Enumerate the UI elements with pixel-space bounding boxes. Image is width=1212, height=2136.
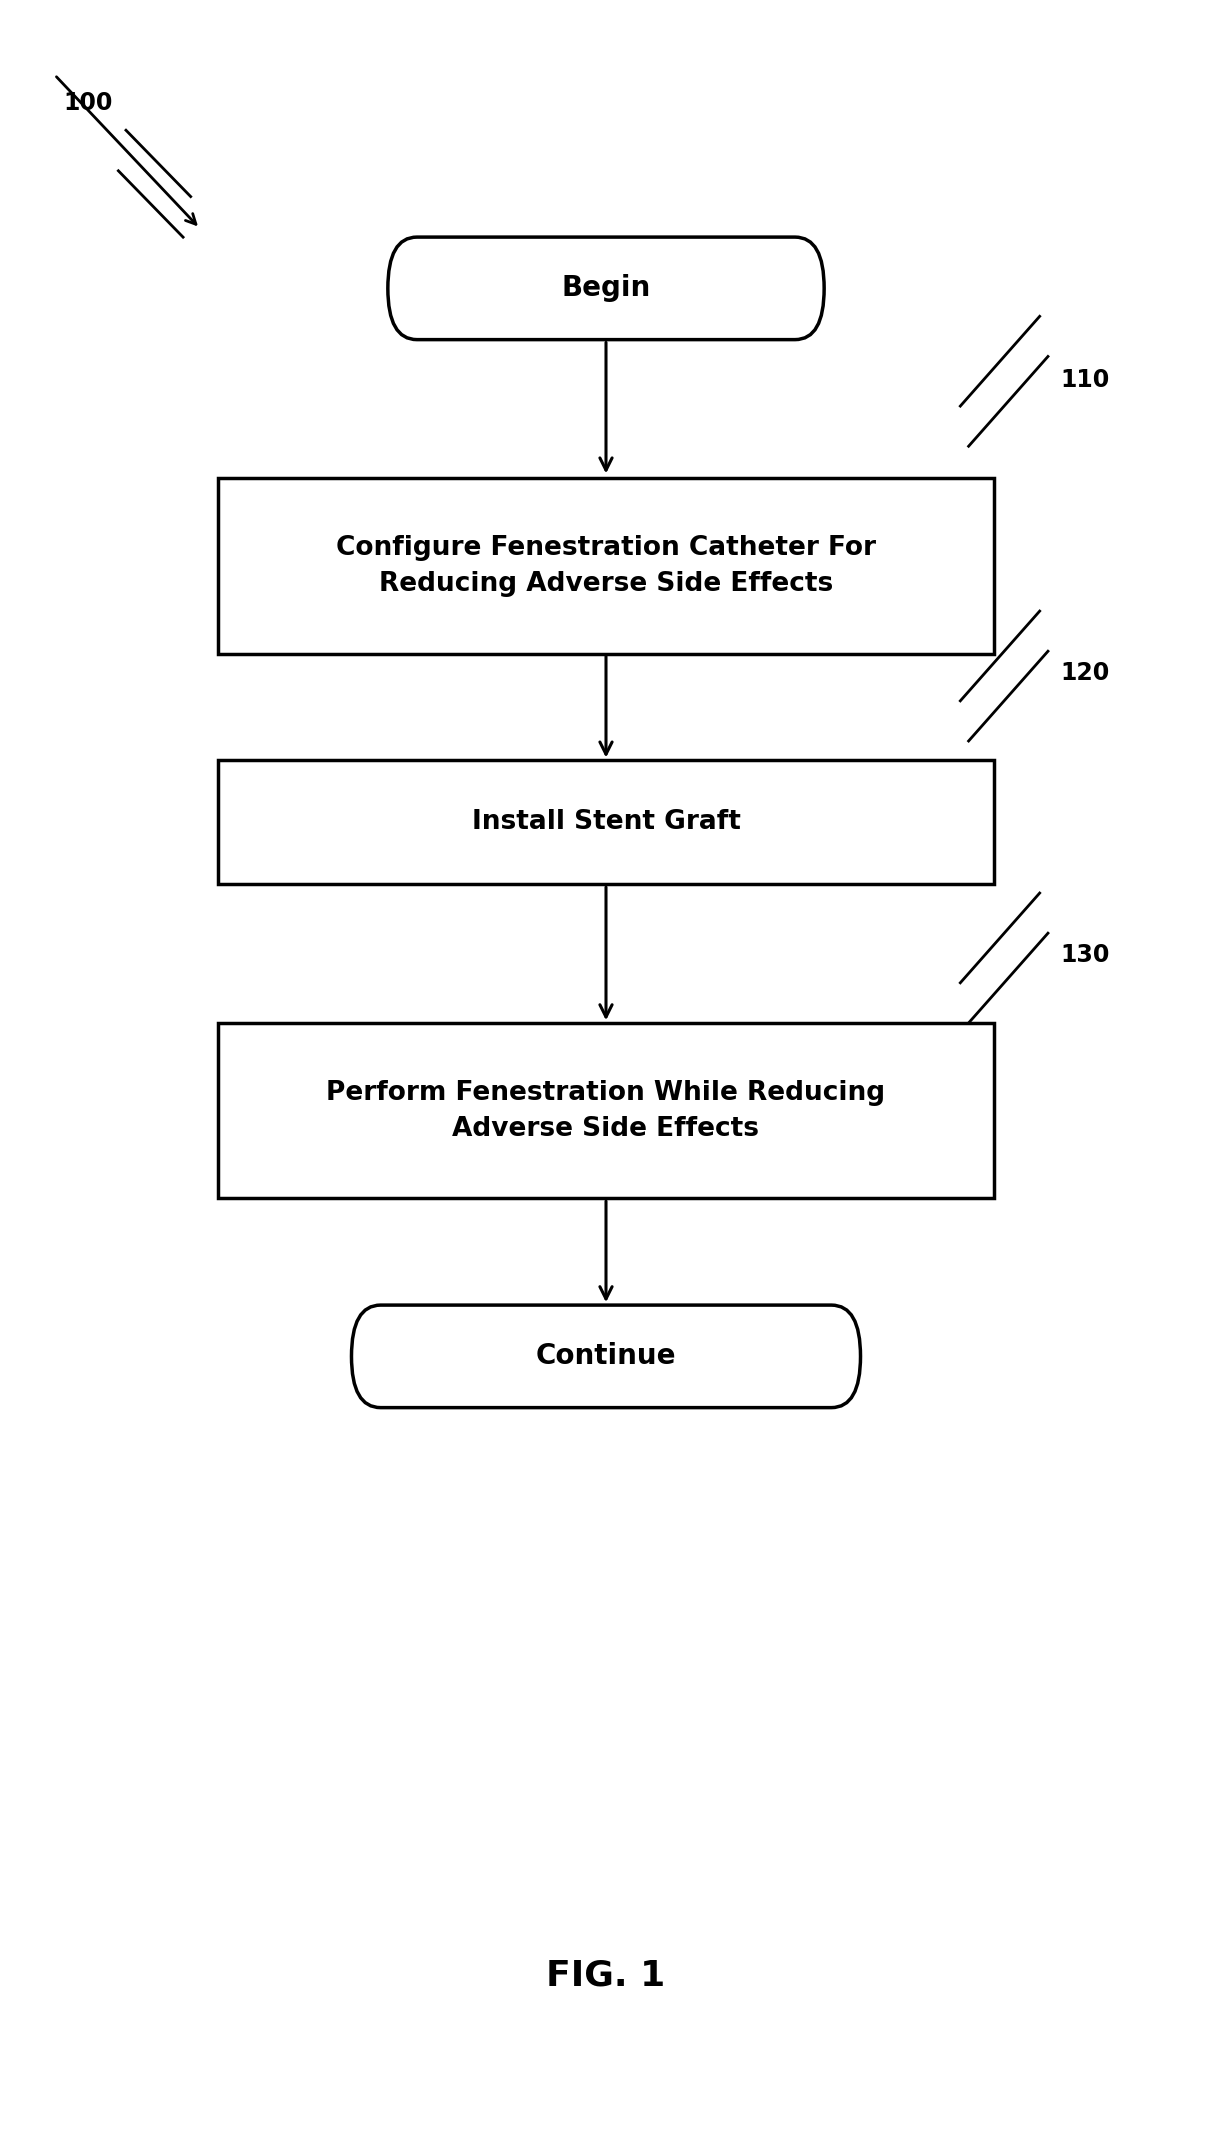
Text: 100: 100 <box>63 90 113 115</box>
Text: Continue: Continue <box>536 1341 676 1371</box>
Text: 120: 120 <box>1060 660 1110 686</box>
Text: Begin: Begin <box>561 273 651 303</box>
Text: Perform Fenestration While Reducing
Adverse Side Effects: Perform Fenestration While Reducing Adve… <box>326 1079 886 1143</box>
Text: 110: 110 <box>1060 367 1110 393</box>
FancyBboxPatch shape <box>218 1023 994 1198</box>
Text: 130: 130 <box>1060 942 1110 968</box>
FancyBboxPatch shape <box>218 760 994 884</box>
FancyBboxPatch shape <box>351 1305 861 1408</box>
Text: Configure Fenestration Catheter For
Reducing Adverse Side Effects: Configure Fenestration Catheter For Redu… <box>336 534 876 598</box>
FancyBboxPatch shape <box>388 237 824 340</box>
Text: FIG. 1: FIG. 1 <box>547 1959 665 1993</box>
FancyBboxPatch shape <box>218 478 994 654</box>
Text: Install Stent Graft: Install Stent Graft <box>471 810 741 835</box>
